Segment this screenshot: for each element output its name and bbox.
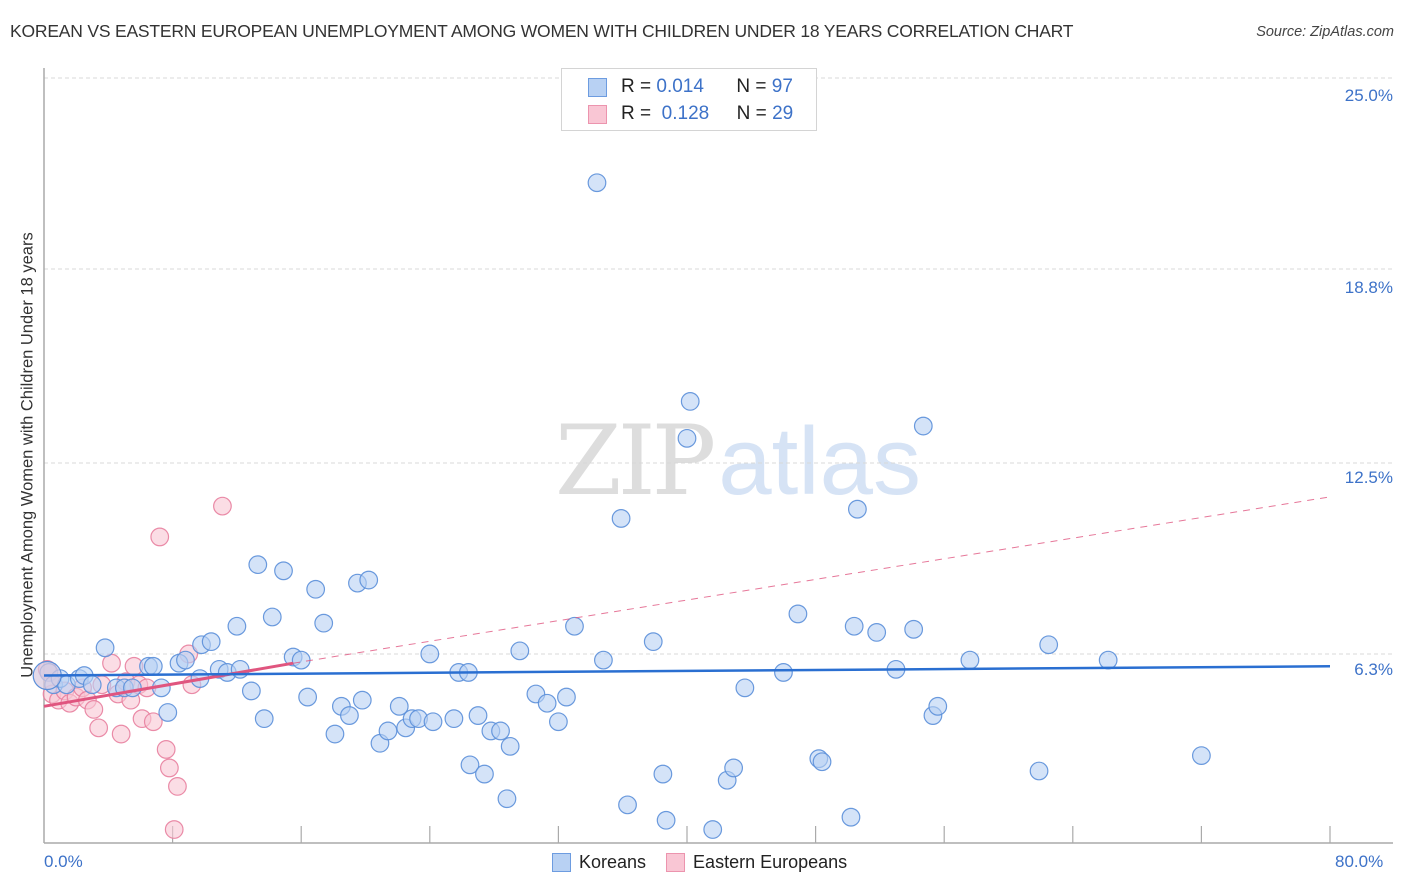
koreans-points: [32, 173, 1211, 839]
koreans-swatch-icon: [588, 77, 607, 97]
zipatlas-watermark: ZIPatlas: [555, 405, 921, 517]
y-tick-12-5: 12.5%: [1344, 468, 1393, 487]
legend-row-eastern-europeans: R = 0.128 N = 29: [588, 102, 793, 126]
eastern-n-value: 29: [772, 103, 794, 124]
n-label: N =: [736, 103, 767, 124]
source-credit: Source: ZipAtlas.com: [1256, 24, 1394, 40]
koreans-n-value: 97: [771, 76, 793, 97]
eastern-r-value: 0.128: [661, 103, 710, 124]
legend-eastern-europeans: Eastern Europeans: [693, 852, 848, 872]
trend-lines: [43, 496, 1331, 708]
r-label: R =: [621, 76, 652, 97]
koreans-swatch-icon: [552, 853, 571, 872]
y-tick-18-8: 18.8%: [1344, 278, 1393, 297]
x-tick-min: 0.0%: [44, 852, 83, 871]
koreans-r-value: 0.014: [656, 76, 704, 97]
axes: [43, 68, 1393, 844]
n-label: N =: [736, 76, 767, 97]
eastern-europeans-points: [37, 496, 232, 839]
watermark-zip: ZIP: [555, 405, 716, 517]
eastern-europeans-swatch-icon: [588, 104, 607, 124]
eastern-europeans-swatch-icon: [666, 853, 686, 872]
y-tick-25: 25.0%: [1344, 86, 1393, 105]
r-label: R =: [621, 103, 652, 124]
legend-row-koreans: R = 0.014 N = 97: [588, 75, 793, 99]
gridlines: [44, 77, 1395, 655]
watermark-atlas: atlas: [718, 408, 921, 515]
chart-title: KOREAN VS EASTERN EUROPEAN UNEMPLOYMENT …: [10, 21, 1074, 41]
legend-koreans: Koreans: [579, 852, 647, 872]
series-legend: Koreans Eastern Europeans: [552, 852, 847, 873]
correlation-legend: R = 0.014 N = 97 R = 0.128 N = 29: [561, 68, 817, 131]
x-tick-max: 80.0%: [1335, 852, 1384, 871]
y-tick-6-3: 6.3%: [1354, 660, 1393, 679]
